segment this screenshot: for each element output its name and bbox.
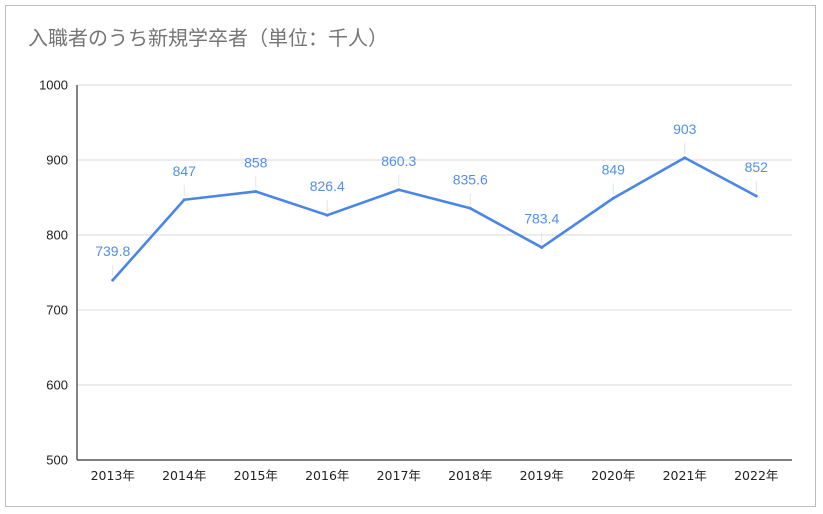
data-point	[611, 196, 615, 200]
data-point	[468, 206, 472, 210]
y-tick-label: 800	[46, 228, 68, 243]
x-tick-labels: 2013年 2014年 2015年 2016年 2017年 2018年 2019年 2020年…	[91, 468, 779, 483]
y-tick-label: 500	[46, 453, 68, 468]
gridlines	[77, 84, 792, 386]
data-label: 847	[173, 163, 197, 179]
chart-frame	[5, 5, 816, 507]
data-label: 852	[745, 159, 769, 175]
data-label: 903	[673, 121, 697, 137]
data-label: 860.3	[381, 153, 416, 169]
data-label: 858	[244, 155, 268, 171]
data-label: 835.6	[453, 171, 488, 187]
data-label: 739.8	[95, 243, 130, 259]
data-label: 849	[602, 161, 626, 177]
data-label: 826.4	[310, 178, 345, 194]
x-tick-label: 2022年	[734, 468, 778, 483]
data-point	[754, 194, 758, 198]
series-line	[111, 156, 758, 282]
x-tick-label: 2017年	[377, 468, 421, 483]
y-tick-labels: 500 600 700 800 900 1000	[39, 78, 68, 468]
y-tick-label: 900	[46, 153, 68, 168]
data-label: 783.4	[524, 210, 559, 226]
chart-title: 入職者のうち新規学卒者（単位：千人）	[28, 26, 388, 50]
x-tick-label: 2013年	[91, 468, 135, 483]
data-point	[397, 188, 401, 192]
data-point	[683, 156, 687, 160]
data-point	[254, 190, 258, 193]
y-tick-label: 700	[46, 303, 68, 318]
data-point	[111, 278, 115, 282]
x-tick-label: 2019年	[520, 468, 564, 483]
data-point	[325, 213, 329, 217]
x-tick-label: 2016年	[305, 468, 349, 483]
axes	[76, 85, 792, 461]
data-point	[540, 245, 544, 249]
y-tick-label: 600	[46, 378, 68, 393]
data-labels: 739.8 847 858 826.4 860.3 835.6 783.4 849 903 852	[95, 121, 769, 277]
x-tick-label: 2021年	[663, 468, 707, 483]
x-tick-label: 2020年	[591, 468, 635, 483]
data-point	[182, 198, 186, 202]
x-tick-label: 2014年	[162, 468, 206, 483]
series	[111, 156, 758, 282]
x-tick-label: 2018年	[448, 468, 492, 483]
y-tick-label: 1000	[39, 78, 68, 93]
x-tick-label: 2015年	[234, 468, 278, 483]
